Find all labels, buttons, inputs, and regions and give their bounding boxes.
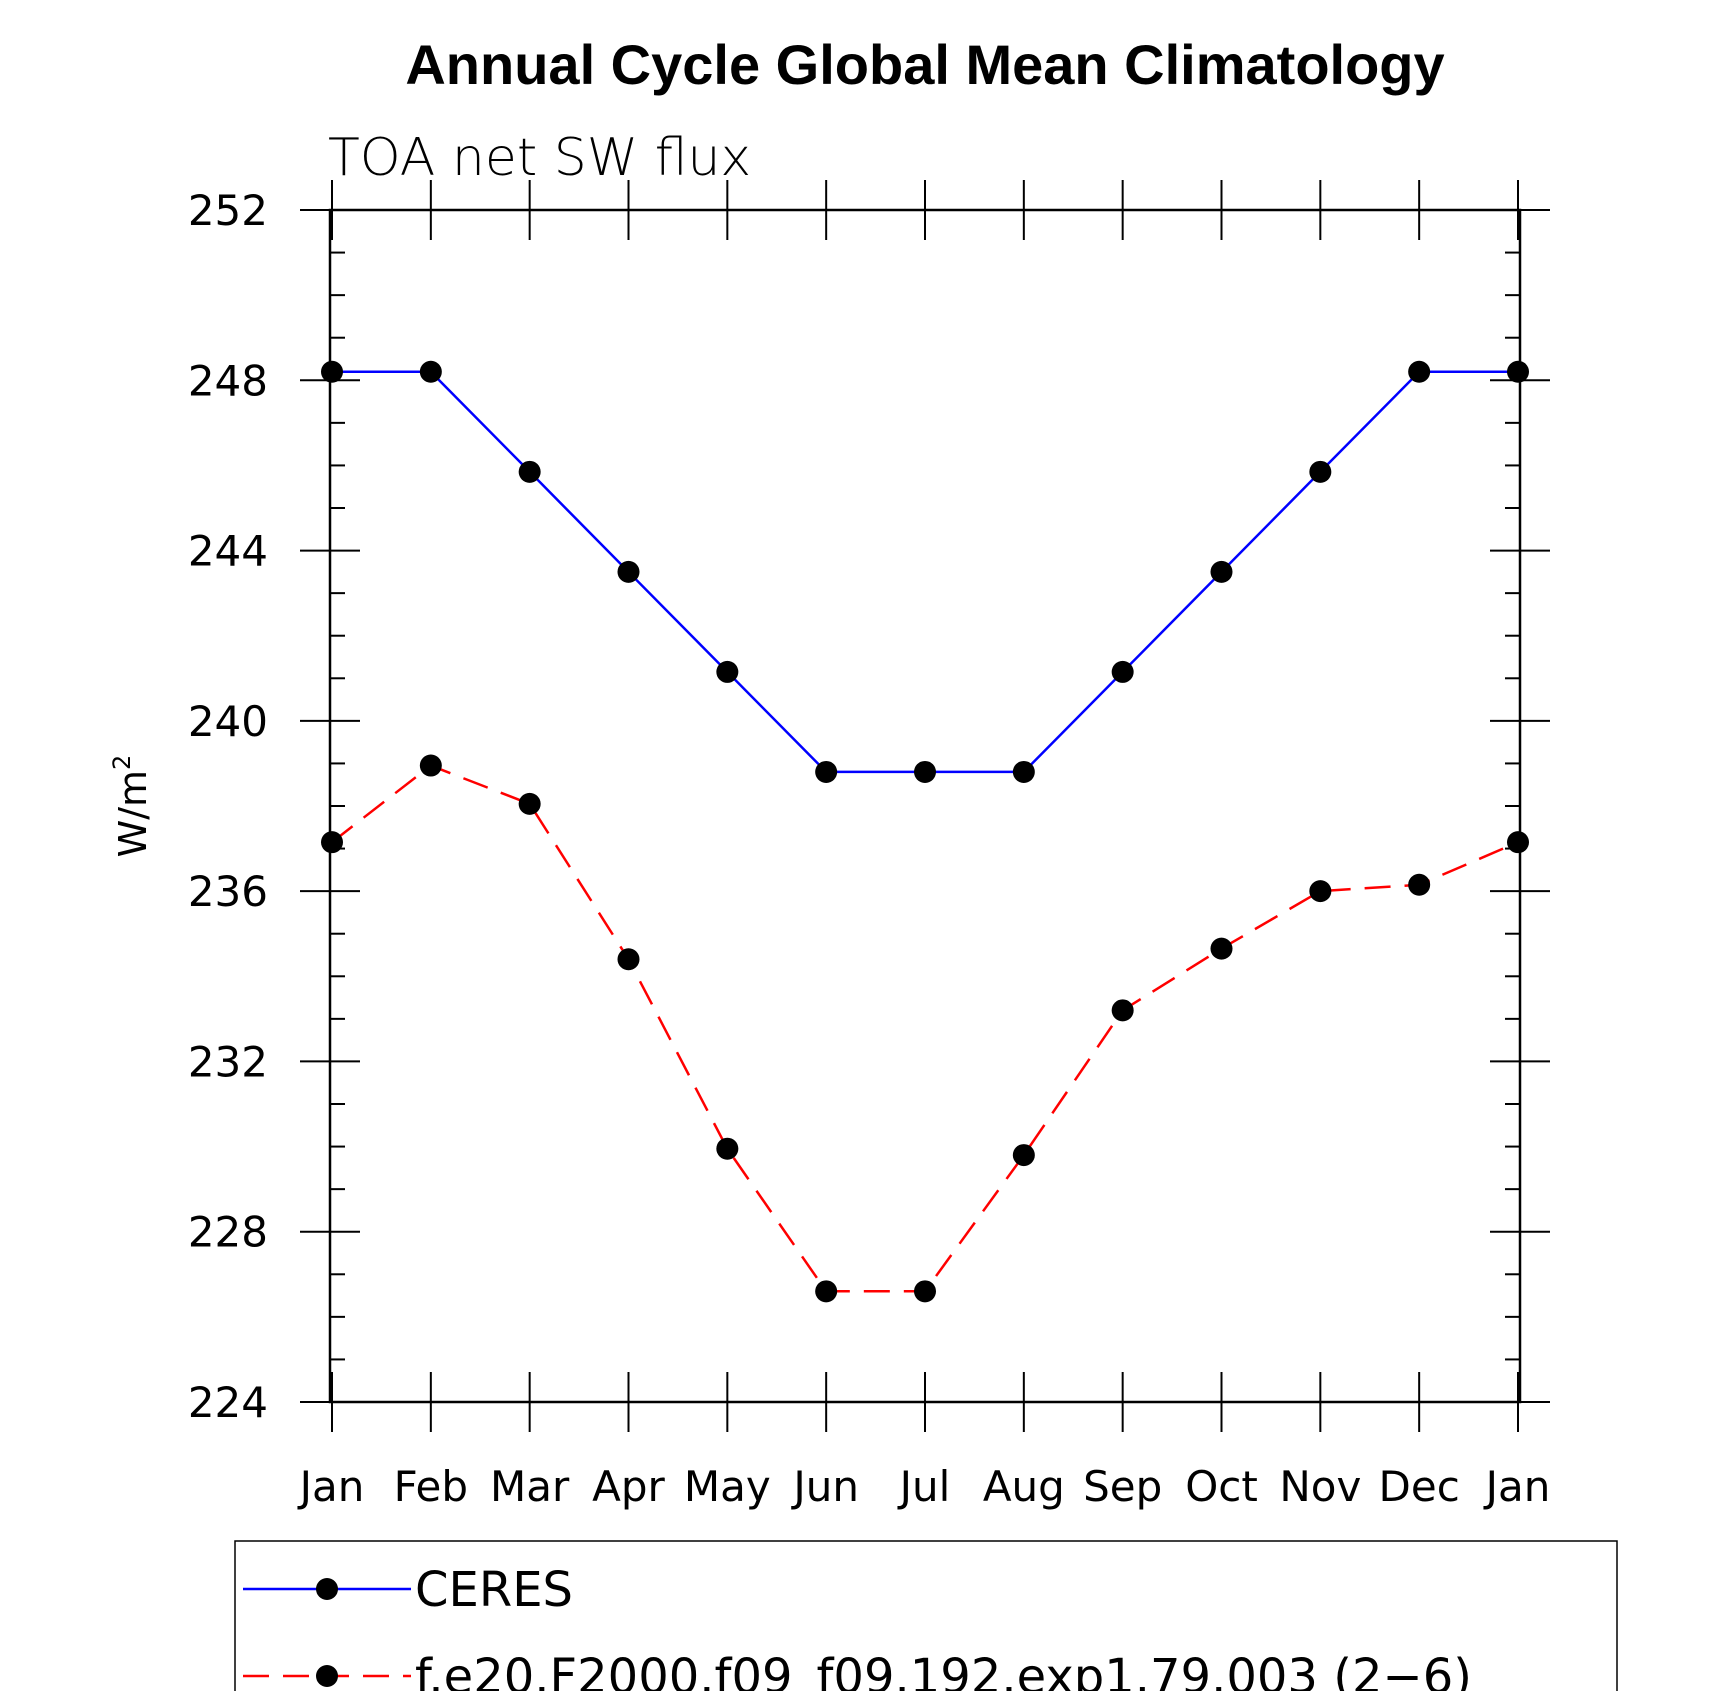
x-tick-label: Feb xyxy=(394,1462,468,1511)
series-line xyxy=(331,764,1519,1293)
data-point xyxy=(1111,660,1134,683)
x-tick-label: Jan xyxy=(1483,1462,1551,1511)
x-tick-label: Jul xyxy=(897,1462,951,1511)
data-point xyxy=(716,1137,739,1160)
data-point xyxy=(1408,873,1431,896)
y-tick-label: 232 xyxy=(188,1037,268,1086)
data-point xyxy=(617,948,640,971)
data-point xyxy=(518,460,541,483)
series-2 xyxy=(321,754,1529,1303)
plot-border xyxy=(328,208,1522,1404)
data-point xyxy=(1012,1144,1035,1167)
y-tick-label: 240 xyxy=(188,697,268,746)
legend-label: f.e20.F2000.f09_f09.192.exp1.79.003 (2−6… xyxy=(415,1649,1472,1691)
data-point xyxy=(617,560,640,583)
legend-marker xyxy=(316,1578,338,1600)
y-axis-label-superscript: 2 xyxy=(108,755,136,770)
data-point xyxy=(815,760,838,783)
data-point xyxy=(914,760,936,783)
data-point xyxy=(1210,560,1233,583)
data-point xyxy=(419,360,442,383)
x-tick-label: Dec xyxy=(1379,1462,1460,1511)
y-tick-label: 248 xyxy=(188,356,268,405)
data-point xyxy=(518,792,541,815)
y-tick-label: 252 xyxy=(188,186,268,235)
series-layer xyxy=(321,360,1529,1303)
chart-title: Annual Cycle Global Mean Climatology xyxy=(405,33,1444,96)
x-tick-label: Sep xyxy=(1083,1462,1162,1511)
x-tick-label: Nov xyxy=(1279,1462,1361,1511)
data-point xyxy=(1012,760,1035,783)
series-1 xyxy=(321,360,1529,783)
x-tick-label: May xyxy=(684,1462,771,1511)
plot-frame xyxy=(328,208,1522,1404)
legend-entries: CERES f.e20.F2000.f09_f09.192.exp1.79.003… xyxy=(243,1562,1472,1691)
chart-subtitle: TOA net SW flux xyxy=(328,128,751,188)
data-point xyxy=(1507,831,1529,854)
data-point xyxy=(1507,360,1529,383)
y-tick-label: 224 xyxy=(188,1378,268,1427)
y-axis-label-text: W/m xyxy=(111,770,155,857)
data-point xyxy=(716,660,739,683)
data-point xyxy=(1408,360,1431,383)
data-point xyxy=(1210,937,1233,960)
legend-box xyxy=(234,1540,1618,1691)
x-tick-label: Apr xyxy=(592,1462,665,1511)
data-point xyxy=(815,1280,838,1303)
x-tick-label: Jan xyxy=(297,1462,365,1511)
y-axis-label: W/m2 xyxy=(108,755,155,858)
legend-marker xyxy=(316,1665,338,1687)
legend: CERES f.e20.F2000.f09_f09.192.exp1.79.003… xyxy=(234,1540,1618,1691)
y-tick-label: 236 xyxy=(188,867,268,916)
y-tick-label: 244 xyxy=(188,527,268,576)
x-tick-label: Jun xyxy=(790,1462,859,1511)
y-tick-label: 228 xyxy=(188,1208,268,1257)
x-axis: Jan Feb Mar Apr May Jun Jul Aug Sep Oct Nov Dec Jan xyxy=(297,180,1551,1511)
x-tick-label: Aug xyxy=(983,1462,1065,1511)
data-point xyxy=(419,754,442,777)
data-point xyxy=(1309,880,1332,903)
data-point xyxy=(1111,999,1134,1022)
y-axis: 224 228 232 236 240 244 248 252 xyxy=(188,186,1550,1427)
legend-label: CERES xyxy=(415,1562,573,1618)
data-point xyxy=(321,360,343,383)
data-point xyxy=(321,831,343,854)
series-line xyxy=(332,370,1518,774)
x-tick-label: Oct xyxy=(1185,1462,1258,1511)
data-point xyxy=(1309,460,1332,483)
data-point xyxy=(914,1280,936,1303)
x-tick-label: Mar xyxy=(490,1462,570,1511)
